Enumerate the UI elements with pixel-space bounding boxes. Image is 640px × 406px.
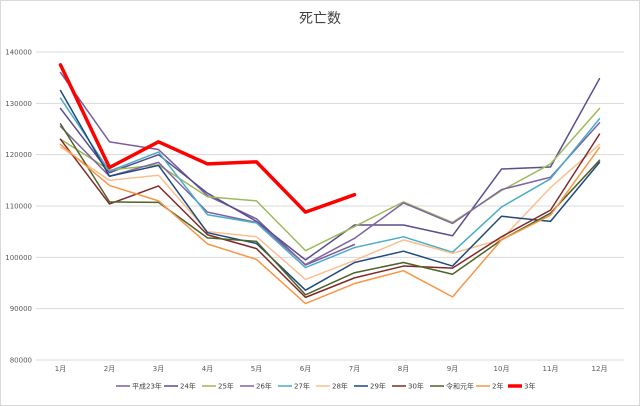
y-tick-label: 80000 [10,357,32,365]
x-tick-label: 5月 [251,365,262,373]
series-line [59,143,601,281]
legend-label: 28年 [332,382,348,391]
series-line [59,77,601,261]
legend-label: 27年 [294,382,310,391]
x-tick-label: 1月 [55,365,66,373]
y-tick-label: 130000 [5,100,32,108]
legend-label: 24年 [180,382,196,391]
x-tick-label: 10月 [494,365,510,373]
y-tick-label: 110000 [5,203,32,211]
legend-label: 令和元年 [446,382,474,391]
x-tick-label: 2月 [104,365,115,373]
legend-label: 29年 [370,382,386,391]
x-tick-label: 9月 [447,365,458,373]
y-tick-label: 140000 [5,49,32,57]
legend-label: 26年 [256,382,272,391]
chart-title: 死亡数 [299,11,341,27]
series-line [58,63,357,214]
x-tick-label: 7月 [349,365,360,373]
series-line [59,89,601,291]
series-line [59,97,601,269]
y-tick-label: 100000 [5,254,32,262]
y-tick-label: 120000 [5,151,32,159]
x-tick-label: 6月 [300,365,311,373]
legend-label: 3年 [524,382,535,391]
y-tick-label: 90000 [10,305,32,313]
x-tick-label: 8月 [398,365,409,373]
legend-label: 2年 [492,382,503,391]
series-line [59,133,601,299]
series-line [59,107,601,252]
legend-label: 30年 [408,382,424,391]
series-line [59,143,601,305]
x-tick-label: 11月 [543,365,559,373]
legend-label: 平成23年 [132,382,162,391]
series-line [59,122,601,266]
x-tick-label: 3月 [153,365,164,373]
legend-label: 25年 [218,382,234,391]
x-tick-label: 4月 [202,365,213,373]
x-tick-label: 12月 [592,365,608,373]
